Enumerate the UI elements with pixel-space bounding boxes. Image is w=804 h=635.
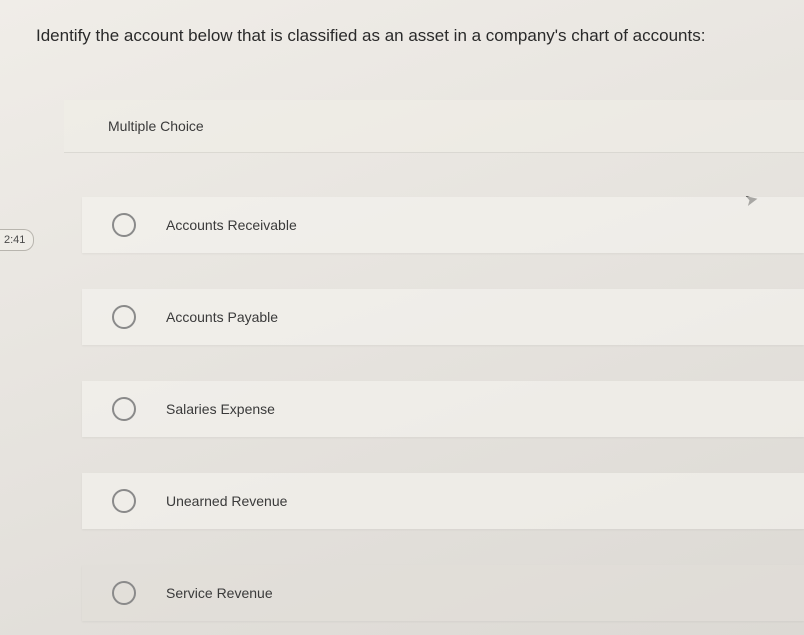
section-header: Multiple Choice [64, 100, 804, 153]
question-text: Identify the account below that is class… [0, 0, 804, 48]
option-row[interactable]: Service Revenue [82, 565, 804, 621]
option-row[interactable]: Accounts Payable [82, 289, 804, 345]
radio-icon[interactable] [112, 213, 136, 237]
option-label: Accounts Payable [166, 309, 278, 325]
timer-badge: 2:41 [0, 229, 34, 251]
radio-icon[interactable] [112, 581, 136, 605]
option-label: Salaries Expense [166, 401, 275, 417]
option-label: Service Revenue [166, 585, 273, 601]
option-row[interactable]: Accounts Receivable [82, 197, 804, 253]
option-row[interactable]: Unearned Revenue [82, 473, 804, 529]
option-label: Accounts Receivable [166, 217, 297, 233]
radio-icon[interactable] [112, 397, 136, 421]
multiple-choice-container: Multiple Choice Accounts Receivable Acco… [64, 100, 804, 621]
radio-icon[interactable] [112, 489, 136, 513]
option-row[interactable]: Salaries Expense [82, 381, 804, 437]
radio-icon[interactable] [112, 305, 136, 329]
option-label: Unearned Revenue [166, 493, 287, 509]
